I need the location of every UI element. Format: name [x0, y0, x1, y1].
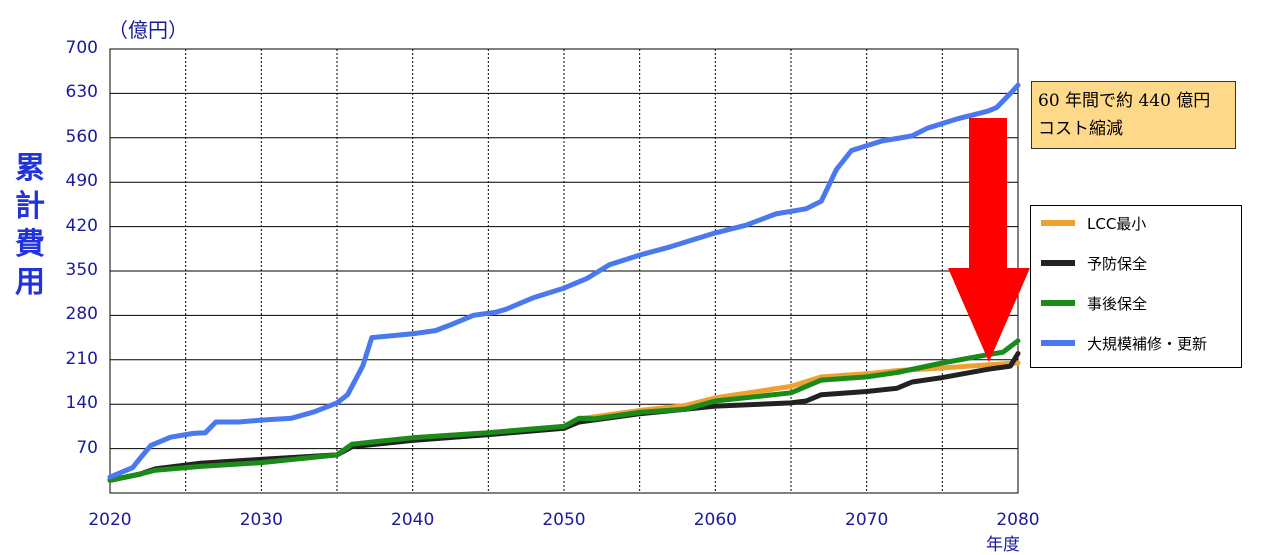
y-axis-title: 累計費用 [8, 150, 52, 302]
arrow-shaft [969, 118, 1007, 270]
y-tick-label: 630 [65, 82, 98, 103]
y-tick-label: 70 [76, 437, 98, 458]
x-tick-label: 2020 [88, 510, 132, 530]
y-axis-title-char: 用 [15, 265, 45, 300]
legend-label: 事後保全 [1087, 294, 1148, 313]
annotation-box: 60 年間で約 440 億円 コスト縮減 [1031, 81, 1236, 149]
x-tick-label: 2070 [845, 510, 889, 530]
y-tick-label: 210 [65, 348, 98, 369]
legend: LCC最小予防保全事後保全大規模補修・更新 [1030, 205, 1242, 368]
y-tick-label: 560 [65, 126, 98, 147]
legend-swatch [1041, 340, 1075, 346]
series-line [107, 338, 1021, 483]
y-tick-label: 490 [65, 171, 98, 192]
reduction-arrow [948, 118, 1030, 362]
y-tick-label: 280 [65, 304, 98, 325]
x-tick-label: 2050 [542, 510, 586, 530]
legend-swatch [1041, 220, 1075, 226]
y-unit-label: （億円） [108, 18, 188, 42]
legend-swatch [1041, 300, 1075, 306]
legend-label: 大規模補修・更新 [1087, 334, 1208, 353]
x-tick-label: 2080 [996, 510, 1040, 530]
annotation-line-1: 60 年間で約 440 億円 [1038, 91, 1211, 111]
x-tick-label: 2040 [391, 510, 435, 530]
y-axis-title-char: 費 [15, 227, 45, 262]
legend-item: 事後保全 [1041, 293, 1147, 313]
y-tick-label: 420 [65, 215, 98, 236]
legend-item: LCC最小 [1041, 213, 1146, 233]
legend-swatch [1041, 260, 1075, 266]
legend-label: LCC最小 [1087, 214, 1147, 233]
legend-item: 予防保全 [1041, 253, 1147, 273]
y-axis-title-char: 累 [15, 151, 45, 186]
y-tick-label: 140 [65, 393, 98, 414]
series-lines [107, 82, 1021, 483]
annotation-line-2: コスト縮減 [1038, 119, 1123, 139]
y-tick-label: 350 [65, 260, 98, 280]
arrow-head [948, 268, 1030, 362]
y-tick-label: 700 [65, 38, 98, 58]
x-axis-title: 年度 [986, 535, 1020, 555]
legend-item: 大規模補修・更新 [1041, 333, 1207, 353]
legend-label: 予防保全 [1087, 254, 1148, 273]
x-tick-label: 2060 [693, 510, 737, 530]
gridlines [109, 48, 1019, 494]
series-line [107, 82, 1021, 480]
y-axis-title-char: 計 [15, 189, 45, 224]
x-tick-label: 2030 [239, 510, 283, 530]
